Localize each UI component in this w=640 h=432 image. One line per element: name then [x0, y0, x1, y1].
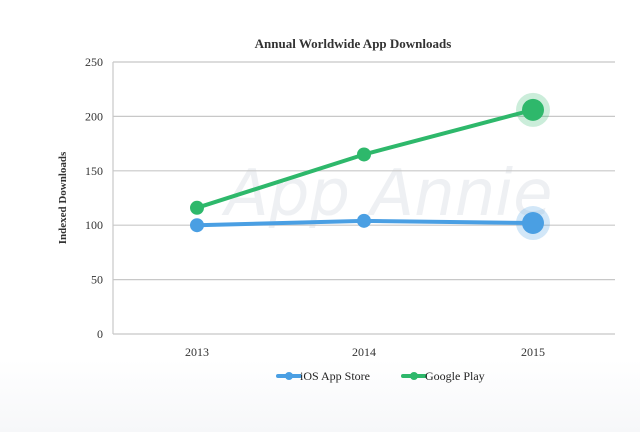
x-axis-ticks: 2013 2014 2015 [185, 345, 545, 359]
legend-label: iOS App Store [300, 369, 370, 383]
data-series [190, 92, 550, 241]
data-point[interactable] [190, 218, 204, 233]
x-tick-label: 2015 [521, 345, 545, 359]
y-axis-ticks: 0 50 100 150 200 250 [85, 55, 103, 341]
data-point[interactable] [357, 213, 371, 228]
watermark: App Annie [221, 157, 552, 231]
y-tick-label: 50 [91, 273, 103, 287]
x-tick-label: 2014 [352, 345, 376, 359]
data-point[interactable] [522, 98, 544, 121]
y-tick-label: 200 [85, 109, 103, 123]
y-tick-label: 250 [85, 55, 103, 69]
chart-title: Annual Worldwide App Downloads [255, 36, 452, 51]
series-google-play [190, 92, 550, 215]
series-ios-app-store [190, 206, 550, 241]
legend-marker-icon [285, 372, 293, 380]
y-axis-label: Indexed Downloads [57, 151, 69, 244]
y-tick-label: 0 [97, 327, 103, 341]
y-tick-label: 150 [85, 164, 103, 178]
data-point[interactable] [190, 200, 204, 215]
legend-label: Google Play [425, 369, 485, 383]
legend-item[interactable]: Google Play [401, 369, 485, 383]
x-tick-label: 2013 [185, 345, 209, 359]
legend-marker-icon [410, 372, 418, 380]
data-point[interactable] [522, 212, 544, 235]
data-point[interactable] [357, 147, 371, 162]
y-tick-label: 100 [85, 218, 103, 232]
legend-item[interactable]: iOS App Store [276, 369, 370, 383]
legend: iOS App Store Google Play [276, 369, 485, 383]
